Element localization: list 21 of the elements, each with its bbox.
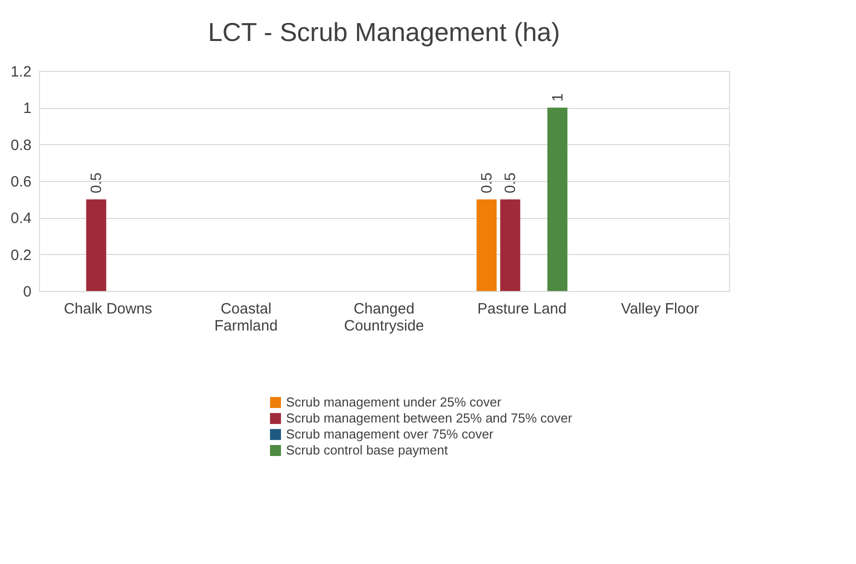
- y-tick-label: 0.4: [10, 210, 32, 228]
- legend-label: Scrub control base payment: [286, 442, 448, 458]
- y-tick-label: 0.6: [10, 174, 32, 190]
- y-tick-label: 0: [23, 284, 32, 300]
- data-label: 0.5: [478, 172, 496, 194]
- legend-label: Scrub management under 25% cover: [286, 394, 502, 410]
- x-tick-label: Changed Countryside: [344, 300, 424, 334]
- data-label: 0.5: [502, 172, 520, 194]
- x-tick-label: Valley Floor: [620, 300, 700, 318]
- x-tick-label: Coastal Farmland: [214, 300, 278, 334]
- data-label: 1: [549, 93, 566, 102]
- x-tick-label: Chalk Downs: [64, 300, 152, 318]
- chart-title: LCT - Scrub Management (ha): [208, 17, 560, 47]
- y-tick-label: 0.2: [10, 246, 32, 264]
- legend-label: Scrub management over 75% cover: [286, 426, 494, 442]
- y-tick-label: 1: [23, 100, 32, 118]
- y-tick-label: 0.8: [10, 136, 32, 154]
- x-tick-label: Pasture Land: [477, 300, 567, 318]
- legend-label: Scrub management between 25% and 75% cover: [286, 410, 573, 426]
- data-label: 0.5: [88, 172, 106, 194]
- y-tick-label: 1.2: [10, 64, 32, 80]
